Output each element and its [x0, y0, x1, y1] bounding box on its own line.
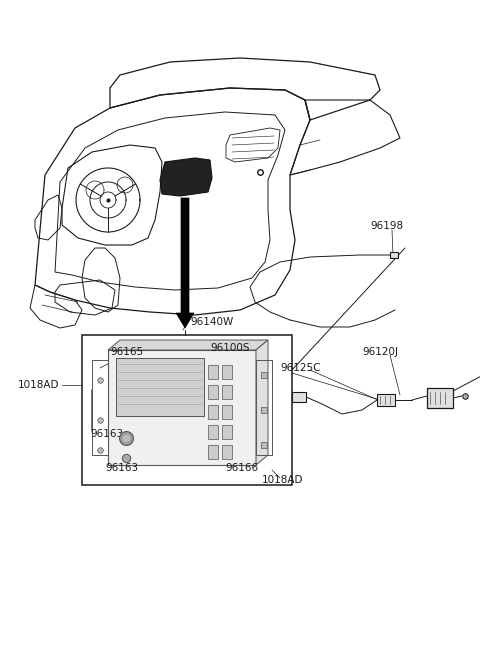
Text: 96100S: 96100S — [210, 343, 250, 353]
Bar — [82, 335, 292, 485]
Bar — [108, 350, 256, 465]
Text: 1018AD: 1018AD — [262, 475, 303, 485]
Bar — [116, 358, 204, 416]
Text: 96166: 96166 — [225, 463, 258, 473]
Bar — [208, 365, 218, 379]
Bar — [208, 405, 218, 419]
Text: 1018AD: 1018AD — [18, 380, 60, 390]
Bar — [222, 365, 232, 379]
Polygon shape — [108, 340, 268, 350]
Polygon shape — [160, 158, 212, 196]
Bar — [208, 425, 218, 439]
Text: 96163: 96163 — [90, 429, 123, 439]
Bar — [222, 405, 232, 419]
Text: 96165: 96165 — [110, 347, 143, 357]
Polygon shape — [256, 340, 268, 465]
Bar — [390, 252, 398, 258]
Text: 96198: 96198 — [370, 221, 403, 231]
Bar — [427, 388, 453, 408]
Bar — [222, 385, 232, 399]
Text: 96120J: 96120J — [362, 347, 398, 357]
Text: 96125C: 96125C — [280, 363, 321, 373]
Bar — [208, 385, 218, 399]
Bar — [222, 445, 232, 459]
Text: 96163: 96163 — [105, 463, 138, 473]
Text: 96140W: 96140W — [190, 317, 233, 327]
Polygon shape — [176, 198, 194, 328]
Bar — [377, 394, 395, 406]
Bar — [208, 445, 218, 459]
Bar — [292, 392, 306, 402]
Bar — [222, 425, 232, 439]
